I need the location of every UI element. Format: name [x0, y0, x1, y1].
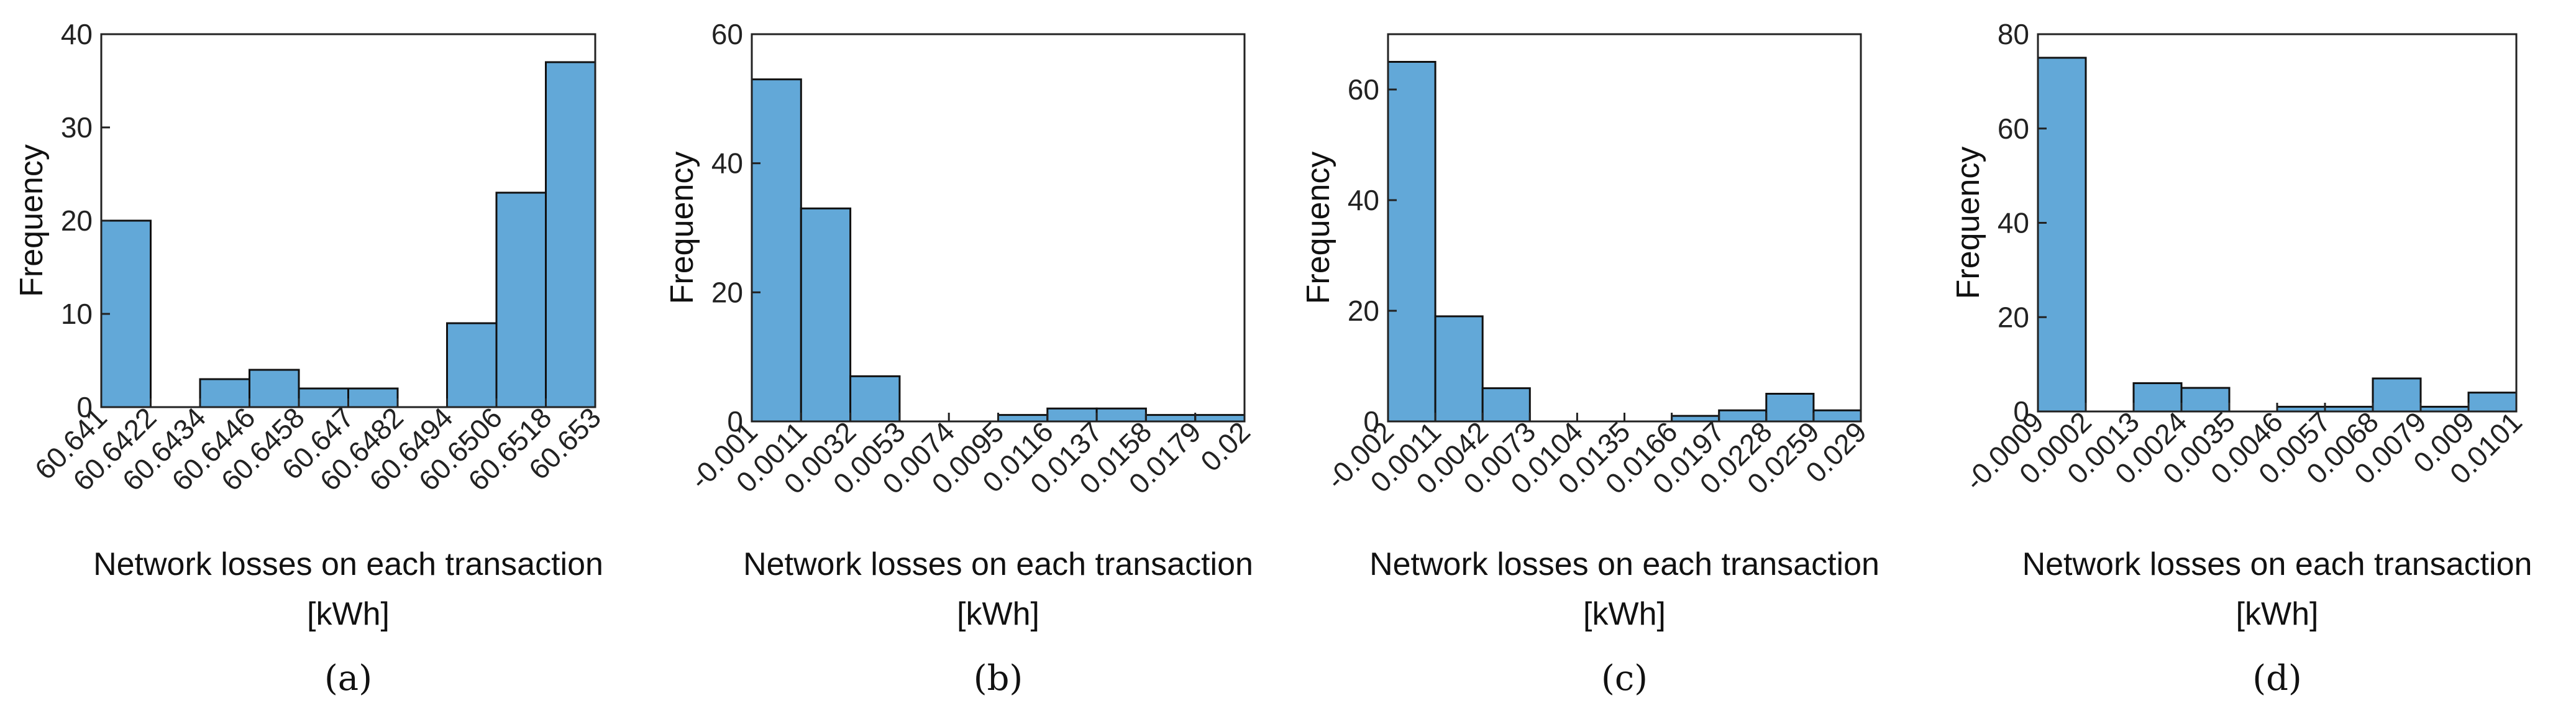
- bar-2-2: [1481, 387, 1531, 423]
- bar-0-7: [446, 322, 498, 408]
- bar-2-1: [1434, 315, 1484, 423]
- bar-0-5: [347, 387, 399, 408]
- ytick-label-0-2: 20: [61, 204, 93, 237]
- bar-2-0: [1387, 61, 1436, 423]
- ytick-label-3-1: 20: [1998, 301, 2029, 333]
- ytick-label-1-1: 20: [711, 276, 743, 308]
- ylabel-1: Frequency: [664, 152, 700, 305]
- bar-0-2: [199, 378, 250, 408]
- bar-1-2: [849, 375, 901, 423]
- bar-3-2: [2132, 382, 2183, 413]
- ytick-label-3-0: 0: [2013, 395, 2029, 428]
- bar-1-0: [751, 78, 802, 423]
- xlabel-1: Network losses on each transaction: [743, 546, 1253, 582]
- ytick-label-3-4: 80: [1998, 18, 2029, 50]
- bar-3-7: [2372, 377, 2422, 413]
- bar-0-4: [298, 387, 349, 408]
- ytick-label-2-3: 60: [1348, 73, 1379, 106]
- panel-label-3: (d): [2252, 658, 2302, 699]
- bar-3-9: [2467, 392, 2518, 413]
- panel-label-0: (a): [324, 658, 372, 699]
- xlabel-unit-2: [kWh]: [1583, 596, 1666, 632]
- ytick-label-3-3: 60: [1998, 113, 2029, 145]
- ytick-label-1-2: 40: [711, 147, 743, 180]
- xlabel-unit-3: [kWh]: [2236, 596, 2319, 632]
- xlabel-2: Network losses on each transaction: [1369, 546, 1879, 582]
- xlabel-3: Network losses on each transaction: [2022, 546, 2533, 582]
- ylabel-3: Frequency: [1950, 147, 1986, 300]
- xlabel-unit-1: [kWh]: [957, 596, 1039, 632]
- ylabel-0: Frequency: [14, 144, 50, 297]
- panel-label-2: (c): [1601, 658, 1648, 699]
- panel-label-1: (b): [974, 658, 1023, 699]
- ytick-label-1-3: 60: [711, 18, 743, 50]
- xtick-label-1-10: 0.02: [1194, 415, 1256, 477]
- bar-3-3: [2180, 387, 2231, 413]
- ytick-label-3-2: 40: [1998, 207, 2029, 239]
- bar-0-3: [249, 369, 300, 408]
- ytick-label-2-1: 20: [1348, 295, 1379, 327]
- bar-1-1: [800, 207, 852, 423]
- ytick-label-0-1: 10: [61, 298, 93, 330]
- ytick-label-2-0: 0: [1363, 405, 1379, 438]
- ytick-label-0-4: 40: [61, 18, 93, 50]
- ylabel-2: Frequency: [1300, 152, 1336, 305]
- bar-2-8: [1765, 393, 1815, 423]
- ytick-label-2-2: 40: [1348, 184, 1379, 216]
- ytick-label-0-3: 30: [61, 111, 93, 144]
- bar-0-8: [495, 191, 547, 408]
- xlabel-0: Network losses on each transaction: [93, 546, 603, 582]
- ytick-label-0-0: 0: [76, 391, 93, 423]
- xlabel-unit-0: [kWh]: [307, 596, 390, 632]
- bar-0-9: [545, 61, 596, 408]
- axes-box-3: [2037, 33, 2518, 413]
- bar-3-0: [2037, 57, 2087, 413]
- ytick-label-1-0: 0: [727, 405, 743, 438]
